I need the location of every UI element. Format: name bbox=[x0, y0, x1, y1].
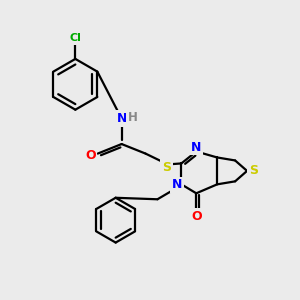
Text: S: S bbox=[249, 164, 258, 177]
Text: S: S bbox=[162, 161, 171, 174]
Text: O: O bbox=[191, 210, 202, 223]
Text: H: H bbox=[128, 111, 138, 124]
Text: N: N bbox=[190, 140, 201, 154]
Text: N: N bbox=[116, 112, 127, 125]
Text: Cl: Cl bbox=[69, 33, 81, 43]
Text: N: N bbox=[172, 178, 182, 191]
Text: O: O bbox=[85, 148, 96, 162]
